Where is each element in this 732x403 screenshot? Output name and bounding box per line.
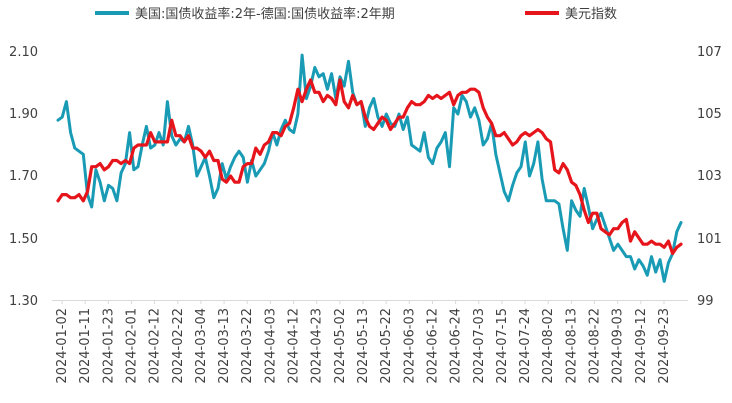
x-tick-label: 2024-07-15: [495, 308, 510, 384]
left-y-axis: 2.10 1.90 1.70 1.50 1.30: [9, 45, 38, 309]
left-y-tick-label: 1.90: [9, 107, 38, 122]
x-tick-label: 2024-03-13: [217, 308, 232, 384]
x-tick-label: 2024-04-12: [287, 308, 302, 384]
right-y-tick-label: 105: [697, 107, 722, 122]
series-layer: [56, 53, 683, 283]
x-tick-label: 2024-03-22: [240, 308, 255, 384]
right-y-tick-label: 107: [697, 45, 722, 60]
left-y-tick-label: 1.50: [9, 232, 38, 247]
left-y-tick-label: 2.10: [9, 45, 38, 60]
x-tick-label: 2024-06-24: [449, 308, 464, 384]
x-tick-label: 2024-02-12: [148, 308, 163, 384]
x-tick-label: 2024-05-22: [379, 308, 394, 384]
x-tick-label: 2024-03-04: [194, 308, 209, 384]
legend-label-dxy: 美元指数: [565, 7, 617, 22]
legend-label-spread: 美国:国债收益率:2年-德国:国债收益率:2年期: [135, 6, 395, 22]
x-tick-label: 2024-05-13: [356, 308, 371, 384]
x-tick-label: 2024-07-03: [472, 308, 487, 384]
legend: 美国:国债收益率:2年-德国:国债收益率:2年期 美元指数: [95, 6, 617, 22]
x-tick-label: 2024-07-24: [518, 308, 533, 384]
x-tick-label: 2024-06-12: [425, 308, 440, 384]
x-tick-label: 2024-01-02: [55, 308, 70, 384]
right-y-axis: 107 105 103 101 99: [697, 45, 722, 309]
x-tick-label: 2024-02-22: [171, 308, 186, 384]
x-tick-label: 2024-09-12: [634, 308, 649, 384]
x-tick-label: 2024-09-23: [657, 308, 672, 384]
x-tick-label: 2024-08-22: [588, 308, 603, 384]
x-tick-label: 2024-04-23: [310, 308, 325, 384]
series-line-yield-spread: [56, 53, 683, 283]
left-y-tick-label: 1.30: [9, 294, 38, 309]
x-tick-label: 2024-01-23: [101, 308, 116, 384]
x-tick-label: 2024-09-03: [611, 308, 626, 384]
x-axis: 2024-01-02 2024-01-11 2024-01-23 2024-02-01…: [55, 300, 672, 384]
x-tick-label: 2024-06-03: [402, 308, 417, 384]
x-tick-label: 2024-04-03: [263, 308, 278, 384]
x-tick-label: 2024-08-13: [564, 308, 579, 384]
x-tick-label: 2024-08-02: [541, 308, 556, 384]
x-tick-label: 2024-01-11: [78, 308, 93, 384]
x-tick-label: 2024-05-02: [333, 308, 348, 384]
series-line-dollar-index: [56, 78, 683, 256]
x-tick-label: 2024-02-01: [124, 308, 139, 384]
right-y-tick-label: 103: [697, 169, 722, 184]
right-y-tick-label: 99: [697, 294, 714, 309]
right-y-tick-label: 101: [697, 232, 722, 247]
left-y-tick-label: 1.70: [9, 169, 38, 184]
